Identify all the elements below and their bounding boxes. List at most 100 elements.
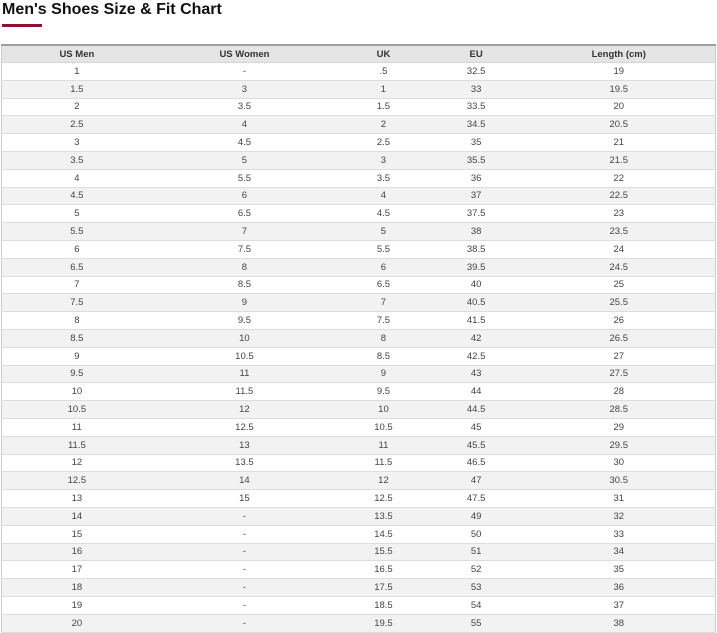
table-cell: 10.5 xyxy=(337,418,430,437)
table-cell: 52 xyxy=(429,560,523,580)
table-cell: 3.5 xyxy=(337,169,430,188)
table-cell: 5 xyxy=(337,222,430,241)
table-cell: 8 xyxy=(1,311,152,330)
table-row: 2.5 4 2 34.5 20.5 xyxy=(1,115,716,135)
table-cell: 8.5 xyxy=(151,276,338,295)
table-cell: 5.5 xyxy=(337,240,430,259)
table-row: 16-15.5 51 34 xyxy=(1,543,716,562)
table-cell: 20.5 xyxy=(522,115,716,135)
table-cell: 15.5 xyxy=(337,543,430,562)
table-cell: 47.5 xyxy=(429,489,523,508)
page-title: Men's Shoes Size & Fit Chart xyxy=(2,1,222,18)
table-cell: 8.5 xyxy=(337,347,430,366)
table-cell: 32.5 xyxy=(429,62,523,81)
table-row: 12.5 14 12 47 30.5 xyxy=(1,471,716,491)
table-cell: 7.5 xyxy=(151,240,338,259)
table-cell: 35.5 xyxy=(429,151,523,170)
table-cell: 13 xyxy=(151,436,338,455)
table-row: 6.5 8 6 39.5 24.5 xyxy=(1,258,716,277)
table-cell: - xyxy=(151,525,338,544)
table-row: 11 12.5 10.5 45 29 xyxy=(1,418,716,437)
table-cell: 37.5 xyxy=(429,204,523,224)
table-cell: 13.5 xyxy=(151,454,338,473)
table-cell: 14 xyxy=(151,471,338,491)
table-cell: 36 xyxy=(429,169,523,188)
table-cell: 34 xyxy=(522,543,716,562)
table-cell: 29 xyxy=(522,418,716,437)
size-table-body: 1- .5 32.5 19 1.5 3 1 33 19.5 2 3.5 1.5 33.5 20 2.5 4 2 3… xyxy=(1,62,716,633)
table-cell: 50 xyxy=(429,525,523,544)
table-cell: 38.5 xyxy=(429,240,523,259)
table-cell: 10.5 xyxy=(151,347,338,366)
table-cell: 32 xyxy=(522,507,716,526)
table-row: 15-14.5 50 33 xyxy=(1,525,716,544)
table-cell: 12.5 xyxy=(1,471,152,491)
table-cell: 4 xyxy=(151,115,338,135)
table-cell: - xyxy=(151,543,338,562)
table-cell: 26 xyxy=(522,311,716,330)
table-row: 2 3.5 1.5 33.5 20 xyxy=(1,98,716,117)
table-cell: 12 xyxy=(151,400,338,419)
table-cell: 3.5 xyxy=(1,151,152,170)
table-cell: 23 xyxy=(522,204,716,224)
size-conversion-table: US Men US Women UK EU Length (cm) 1- .5 32.5 19… xyxy=(1,44,716,633)
table-cell: 15 xyxy=(1,525,152,544)
table-row: 19-18.5 54 37 xyxy=(1,596,716,615)
table-cell: 11 xyxy=(1,418,152,437)
table-cell: 21 xyxy=(522,133,716,152)
table-cell: 13 xyxy=(1,489,152,508)
table-header-row: US Men US Women UK EU Length (cm) xyxy=(1,45,716,63)
table-cell: 30.5 xyxy=(522,471,716,491)
table-cell: 19 xyxy=(522,62,716,81)
table-row: 8.5 10 8 42 26.5 xyxy=(1,329,716,348)
table-cell: 1.5 xyxy=(337,98,430,117)
table-cell: 24.5 xyxy=(522,258,716,277)
table-cell: 35 xyxy=(522,560,716,580)
table-cell: 4.5 xyxy=(337,204,430,224)
table-cell: 11.5 xyxy=(151,382,338,402)
table-cell: - xyxy=(151,62,338,81)
table-cell: 11.5 xyxy=(337,454,430,473)
column-header-eu: EU xyxy=(429,45,523,63)
table-row: 10.5 12 10 44.5 28.5 xyxy=(1,400,716,419)
table-cell: 44.5 xyxy=(429,400,523,419)
table-cell: 7 xyxy=(337,293,430,313)
table-cell: - xyxy=(151,596,338,615)
table-row: 5 6.5 4.5 37.5 23 xyxy=(1,204,716,224)
table-cell: 6.5 xyxy=(337,276,430,295)
table-cell: 15 xyxy=(151,489,338,508)
table-cell: 10 xyxy=(337,400,430,419)
table-cell: 53 xyxy=(429,578,523,597)
table-row: 9.5 11 9 43 27.5 xyxy=(1,365,716,384)
table-cell: 6.5 xyxy=(1,258,152,277)
table-cell: 40 xyxy=(429,276,523,295)
table-cell: 14 xyxy=(1,507,152,526)
table-cell: 27 xyxy=(522,347,716,366)
table-cell: 31 xyxy=(522,489,716,508)
table-cell: 7.5 xyxy=(1,293,152,313)
table-cell: .5 xyxy=(337,62,430,81)
table-cell: 12 xyxy=(337,471,430,491)
table-cell: 40.5 xyxy=(429,293,523,313)
table-cell: - xyxy=(151,614,338,633)
table-row: 3 4.5 2.5 35 21 xyxy=(1,133,716,152)
table-cell: 4 xyxy=(1,169,152,188)
table-cell: 6 xyxy=(337,258,430,277)
table-cell: 46.5 xyxy=(429,454,523,473)
table-cell: 45 xyxy=(429,418,523,437)
table-cell: 34.5 xyxy=(429,115,523,135)
table-cell: 45.5 xyxy=(429,436,523,455)
table-cell: 47 xyxy=(429,471,523,491)
table-cell: 10 xyxy=(1,382,152,402)
table-cell: - xyxy=(151,560,338,580)
table-cell: 4.5 xyxy=(1,187,152,206)
table-cell: 27.5 xyxy=(522,365,716,384)
table-cell: 10 xyxy=(151,329,338,348)
table-row: 17-16.5 52 35 xyxy=(1,560,716,580)
table-cell: 12.5 xyxy=(337,489,430,508)
table-cell: 11 xyxy=(151,365,338,384)
table-row: 10 11.5 9.5 44 28 xyxy=(1,382,716,402)
table-cell: 1.5 xyxy=(1,80,152,99)
table-cell: 21.5 xyxy=(522,151,716,170)
